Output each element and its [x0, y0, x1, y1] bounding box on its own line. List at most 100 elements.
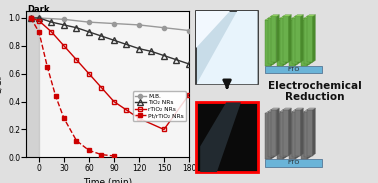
- Text: Electrochemical
Reduction: Electrochemical Reduction: [268, 81, 362, 102]
- Pt/rTiO₂ NRs: [99, 154, 104, 156]
- Bar: [268, 18, 274, 64]
- Pt/rTiO₂ NRs: [62, 117, 66, 119]
- Polygon shape: [310, 110, 313, 157]
- Bar: [304, 112, 310, 157]
- Polygon shape: [283, 15, 291, 16]
- Bar: [277, 113, 283, 159]
- Polygon shape: [289, 112, 298, 113]
- Polygon shape: [313, 108, 315, 156]
- Polygon shape: [276, 108, 279, 156]
- Polygon shape: [313, 15, 315, 62]
- Polygon shape: [274, 110, 276, 157]
- M.B.: [28, 17, 33, 19]
- TiO₂ NRs: [28, 17, 33, 19]
- Polygon shape: [292, 16, 301, 18]
- Bar: [304, 18, 310, 64]
- Bar: [26, 11, 39, 157]
- Polygon shape: [286, 110, 288, 157]
- Text: Dark: Dark: [27, 5, 50, 14]
- Polygon shape: [288, 108, 291, 156]
- Bar: [295, 16, 301, 62]
- TiO₂ NRs: [162, 55, 166, 57]
- rTiO₂ NRs: [28, 17, 33, 19]
- M.B.: [37, 17, 41, 19]
- Polygon shape: [274, 16, 276, 64]
- Polygon shape: [298, 110, 301, 157]
- Polygon shape: [298, 16, 301, 64]
- Polygon shape: [288, 15, 291, 62]
- rTiO₂ NRs: [112, 100, 116, 103]
- Bar: [197, 11, 257, 84]
- Bar: [292, 18, 298, 64]
- Polygon shape: [301, 15, 304, 62]
- Y-axis label: C/C₀: C/C₀: [0, 75, 3, 94]
- Line: TiO₂ NRs: TiO₂ NRs: [28, 15, 192, 67]
- TiO₂ NRs: [49, 21, 54, 23]
- Bar: [268, 112, 274, 157]
- Polygon shape: [197, 11, 257, 84]
- TiO₂ NRs: [124, 43, 129, 46]
- TiO₂ NRs: [112, 39, 116, 41]
- Bar: [301, 113, 307, 159]
- rTiO₂ NRs: [137, 117, 141, 119]
- Polygon shape: [268, 110, 276, 112]
- Polygon shape: [301, 108, 304, 156]
- Line: M.B.: M.B.: [29, 16, 191, 33]
- M.B.: [87, 21, 91, 23]
- Polygon shape: [271, 108, 279, 110]
- Polygon shape: [276, 15, 279, 62]
- Text: FTO: FTO: [287, 160, 299, 165]
- Bar: [295, 110, 301, 156]
- Bar: [277, 20, 283, 66]
- Bar: [289, 113, 295, 159]
- rTiO₂ NRs: [87, 73, 91, 75]
- Polygon shape: [304, 16, 313, 18]
- Bar: [292, 112, 298, 157]
- Polygon shape: [265, 18, 274, 20]
- Polygon shape: [268, 16, 276, 18]
- TiO₂ NRs: [149, 50, 154, 53]
- TiO₂ NRs: [37, 17, 41, 19]
- Bar: [301, 20, 307, 66]
- FancyBboxPatch shape: [265, 66, 322, 73]
- TiO₂ NRs: [99, 35, 104, 37]
- Pt/rTiO₂ NRs: [53, 95, 58, 97]
- Bar: [307, 110, 313, 156]
- Legend: M.B., TiO₂ NRs, rTiO₂ NRs, Pt/rTiO₂ NRs: M.B., TiO₂ NRs, rTiO₂ NRs, Pt/rTiO₂ NRs: [133, 92, 186, 121]
- Polygon shape: [307, 112, 310, 159]
- Polygon shape: [307, 108, 315, 110]
- Line: rTiO₂ NRs: rTiO₂ NRs: [28, 16, 191, 132]
- Bar: [283, 16, 288, 62]
- Bar: [197, 102, 257, 172]
- TiO₂ NRs: [174, 59, 179, 61]
- rTiO₂ NRs: [99, 87, 104, 89]
- M.B.: [112, 23, 116, 25]
- Bar: [289, 20, 295, 66]
- rTiO₂ NRs: [162, 128, 166, 131]
- Bar: [265, 20, 271, 66]
- Polygon shape: [301, 18, 310, 20]
- TiO₂ NRs: [74, 27, 79, 29]
- Bar: [280, 112, 286, 157]
- Polygon shape: [271, 15, 279, 16]
- Bar: [283, 110, 288, 156]
- M.B.: [187, 29, 191, 32]
- TiO₂ NRs: [187, 63, 191, 65]
- TiO₂ NRs: [137, 48, 141, 50]
- rTiO₂ NRs: [37, 20, 41, 22]
- Polygon shape: [286, 16, 288, 64]
- Text: FTO: FTO: [287, 67, 299, 72]
- rTiO₂ NRs: [49, 31, 54, 33]
- Polygon shape: [265, 112, 274, 113]
- Polygon shape: [292, 110, 301, 112]
- Polygon shape: [301, 112, 310, 113]
- rTiO₂ NRs: [124, 109, 129, 111]
- Polygon shape: [307, 15, 315, 16]
- Polygon shape: [307, 18, 310, 66]
- Bar: [271, 16, 276, 62]
- Polygon shape: [197, 11, 230, 48]
- Polygon shape: [295, 18, 298, 66]
- Line: Pt/rTiO₂ NRs: Pt/rTiO₂ NRs: [28, 16, 116, 158]
- Pt/rTiO₂ NRs: [28, 17, 33, 19]
- Polygon shape: [200, 102, 241, 172]
